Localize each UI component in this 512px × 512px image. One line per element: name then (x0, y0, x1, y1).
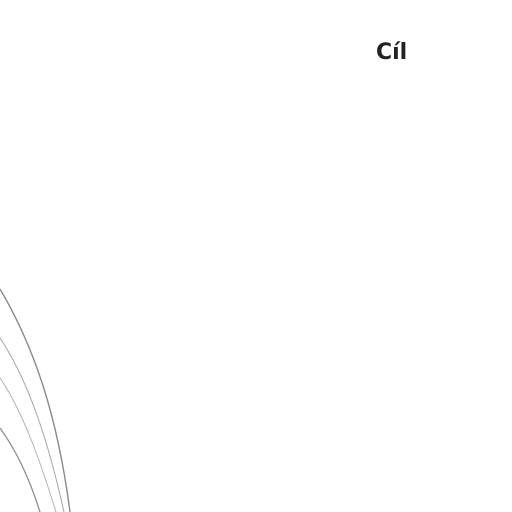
decorative-curve (0, 337, 65, 512)
decorative-curve (0, 377, 57, 512)
decorative-curve (0, 288, 71, 512)
decorative-curve (0, 427, 41, 512)
page-title: Cíl (376, 40, 408, 65)
